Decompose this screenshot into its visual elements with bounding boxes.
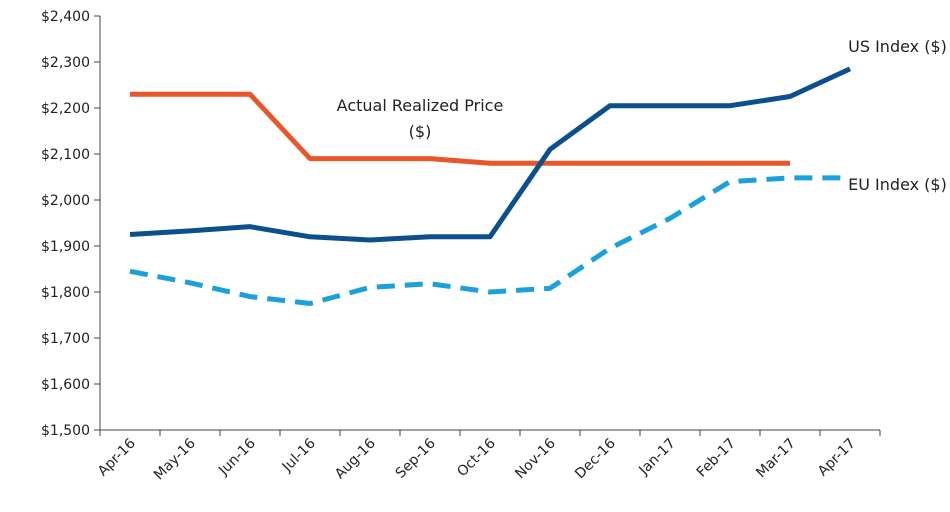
x-tick-label: Jun-16 [215, 435, 259, 479]
y-tick-label: $1,800 [41, 285, 90, 301]
x-tick-label: Mar-17 [753, 436, 799, 482]
y-tick-label: $2,300 [41, 55, 90, 71]
x-tick-label: May-16 [151, 435, 199, 483]
x-tick-label: Aug-16 [332, 435, 379, 482]
series-label: Actual Realized Price ($) [336, 96, 504, 141]
x-tick-label: Apr-16 [95, 435, 139, 479]
y-tick-label: $2,100 [41, 147, 90, 163]
x-tick-label: Dec-16 [572, 435, 619, 482]
x-tick-label: Sep-16 [393, 435, 439, 481]
series-line [129, 66, 852, 243]
x-tick-label: Feb-17 [694, 436, 739, 481]
x-tick-label: Jan-17 [635, 436, 678, 479]
series-line [129, 175, 850, 306]
y-tick-label: $1,500 [41, 423, 90, 439]
x-tick-label: Oct-16 [454, 435, 499, 480]
y-tick-label: $1,900 [41, 239, 90, 255]
series-line [130, 91, 790, 166]
y-tick-label: $1,600 [41, 377, 90, 393]
y-tick-label: $2,200 [41, 101, 90, 117]
x-tick-label: Nov-16 [512, 435, 559, 482]
series-label: EU Index ($) [848, 175, 947, 194]
series-label: US Index ($) [848, 37, 947, 56]
x-tick-label: Apr-17 [815, 436, 859, 480]
y-tick-label: $2,400 [41, 9, 90, 25]
y-tick-label: $1,700 [41, 331, 90, 347]
y-tick-label: $2,000 [41, 193, 90, 209]
x-tick-label: Jul-16 [279, 435, 319, 475]
